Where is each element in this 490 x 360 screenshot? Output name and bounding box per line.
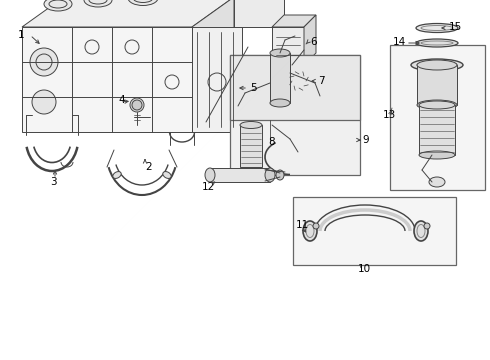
Circle shape (424, 223, 430, 229)
Ellipse shape (417, 60, 457, 70)
Ellipse shape (205, 168, 215, 182)
Text: 6: 6 (310, 37, 317, 47)
Bar (390, 45, 485, 190)
Polygon shape (234, 0, 284, 27)
Text: 4: 4 (118, 95, 124, 105)
Ellipse shape (416, 23, 458, 32)
Ellipse shape (130, 98, 144, 112)
Text: 8: 8 (268, 137, 274, 147)
Ellipse shape (303, 221, 317, 241)
Ellipse shape (265, 168, 275, 182)
Text: 7: 7 (318, 76, 324, 86)
Circle shape (292, 74, 306, 88)
Text: 15: 15 (449, 22, 462, 32)
Bar (293, 197, 456, 265)
Polygon shape (22, 0, 234, 27)
Ellipse shape (270, 99, 290, 107)
Ellipse shape (419, 151, 455, 159)
Text: 11: 11 (296, 220, 309, 230)
Text: 5: 5 (250, 83, 257, 93)
Bar (272, 27, 304, 65)
Ellipse shape (84, 0, 112, 7)
Circle shape (32, 90, 56, 114)
Bar (192, 27, 242, 132)
Polygon shape (192, 0, 234, 132)
Text: 1: 1 (18, 30, 24, 40)
Bar (419, 105, 455, 155)
Circle shape (313, 223, 319, 229)
Ellipse shape (128, 0, 158, 5)
Bar (240, 125, 262, 167)
Ellipse shape (163, 172, 171, 179)
Circle shape (132, 100, 142, 110)
Circle shape (30, 48, 58, 76)
Bar (210, 168, 270, 182)
Circle shape (288, 70, 310, 92)
Bar (22, 27, 192, 132)
Ellipse shape (113, 172, 121, 179)
Ellipse shape (411, 59, 463, 71)
Polygon shape (304, 15, 316, 65)
Ellipse shape (414, 221, 428, 241)
Text: 13: 13 (383, 110, 396, 120)
Bar (270, 53, 290, 103)
Text: 9: 9 (362, 135, 368, 145)
Text: 14: 14 (393, 37, 406, 47)
Bar (230, 55, 360, 120)
Polygon shape (272, 15, 316, 27)
Text: 3: 3 (50, 177, 57, 187)
Ellipse shape (270, 49, 290, 57)
Ellipse shape (240, 122, 262, 129)
Ellipse shape (416, 39, 458, 47)
Ellipse shape (44, 0, 72, 11)
Bar (417, 65, 457, 105)
Text: 10: 10 (358, 264, 371, 274)
Text: 12: 12 (202, 182, 215, 192)
Ellipse shape (276, 170, 284, 180)
Ellipse shape (419, 101, 455, 109)
Ellipse shape (429, 177, 445, 187)
Ellipse shape (417, 100, 457, 110)
Text: 2: 2 (145, 162, 151, 172)
Bar (230, 55, 360, 175)
